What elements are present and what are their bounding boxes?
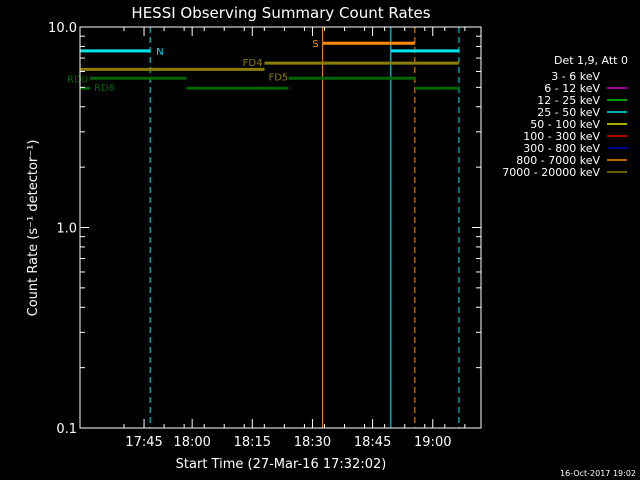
interval-label-fd4: FD4	[243, 58, 263, 69]
chart-title: HESSI Observing Summary Count Rates	[131, 4, 430, 22]
interval-label-rd0: RD0	[67, 74, 88, 85]
interval-label-n: N	[156, 47, 163, 58]
legend-label-8: 7000 - 20000 keV	[502, 166, 600, 179]
x-tick-label: 18:15	[234, 435, 271, 450]
x-tick-label: 19:00	[414, 435, 451, 450]
legend-label-2: 12 - 25 keV	[537, 94, 600, 107]
legend-label-5: 100 - 300 keV	[523, 130, 600, 143]
x-axis-label: Start Time (27-Mar-16 17:32:02)	[176, 457, 387, 472]
x-tick-label: 17:45	[125, 435, 162, 450]
legend-header: Det 1,9, Att 0	[554, 54, 628, 67]
legend-label-3: 25 - 50 keV	[537, 106, 600, 119]
y-tick-label: 0.1	[56, 422, 77, 437]
legend-label-7: 800 - 7000 keV	[516, 154, 600, 167]
attenuator-intervals: N S FD4 FD5 RD0 RD6	[67, 39, 459, 94]
interval-label-rd6: RD6	[94, 83, 115, 94]
legend-label-0: 3 - 6 keV	[551, 70, 600, 83]
y-tick-label: 1.0	[56, 222, 77, 237]
interval-label-s: S	[312, 39, 318, 50]
legend-label-1: 6 - 12 keV	[544, 82, 600, 95]
footer-timestamp: 16-Oct-2017 19:02	[560, 469, 636, 478]
y-tick-label: 10.0	[48, 21, 77, 36]
x-tick-label: 18:30	[294, 435, 331, 450]
y-axis-label: Count Rate (s⁻¹ detector⁻¹)	[26, 140, 41, 317]
legend-label-4: 50 - 100 keV	[530, 118, 600, 131]
interval-label-fd5: FD5	[268, 72, 288, 83]
x-tick-label: 18:00	[173, 435, 210, 450]
axes: 17:45 18:00 18:15 18:30 18:45 19:00 10.0 1.0 0.1	[48, 21, 482, 450]
legend-label-6: 300 - 800 keV	[523, 142, 600, 155]
x-tick-label: 18:45	[354, 435, 391, 450]
